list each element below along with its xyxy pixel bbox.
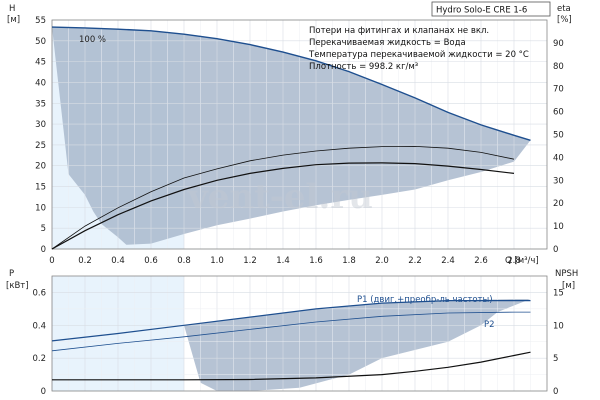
- left-tick-label: 45: [35, 58, 46, 68]
- series-line-1: [51, 311, 531, 352]
- left-tick-label: 35: [35, 99, 46, 109]
- x-tick-label: 0: [49, 256, 54, 266]
- x-tick-label: 1.0: [210, 256, 224, 266]
- curve-label-100: 100 %: [79, 35, 106, 45]
- right-tick-label: 10: [553, 222, 564, 232]
- x-tick-label: 1.2: [243, 256, 257, 266]
- right-axis-label-npsh: NPSH: [555, 269, 578, 279]
- series-line-1: [51, 145, 515, 250]
- right-tick-label: 40: [553, 153, 564, 163]
- left-axis-label-p: P: [9, 269, 14, 279]
- operating-area: [184, 299, 531, 391]
- left-tick-label: 55: [35, 16, 46, 26]
- right-tick-label: 10: [553, 321, 564, 331]
- series-line-0: [51, 26, 531, 141]
- left-tick-label: 0.2: [32, 354, 46, 364]
- x-tick-label: 2.4: [441, 256, 455, 266]
- x-tick-label: 2.6: [474, 256, 488, 266]
- note-temperature: Температура перекачиваемой жидкости = 20…: [308, 50, 529, 60]
- operating-area: [52, 27, 531, 245]
- left-tick-label: 10: [35, 203, 46, 213]
- title-box: [431, 1, 551, 17]
- left-tick-label: 5: [41, 224, 46, 234]
- note-losses: Потери на фитингах и клапанах не вкл.: [309, 26, 489, 36]
- left-tick-label: 0.6: [32, 288, 46, 298]
- x-tick-label: 0.6: [144, 256, 158, 266]
- right-tick-label: 60: [553, 108, 564, 118]
- left-tick-label: 25: [35, 141, 46, 151]
- left-tick-label: 0: [41, 245, 46, 255]
- right-axis-unit-eta: [%]: [557, 15, 572, 25]
- x-tick-label: 2.0: [375, 256, 389, 266]
- right-tick-label: 90: [553, 39, 564, 49]
- chart-title: Hydro Solo-E CRE 1-6: [436, 6, 527, 16]
- right-tick-label: 5: [553, 354, 558, 364]
- note-density: Плотность = 998.2 кг/м³: [309, 62, 418, 72]
- left-tick-label: 40: [35, 78, 46, 88]
- right-tick-label: 50: [553, 131, 564, 141]
- left-tick-label: 0.4: [32, 321, 46, 331]
- x-tick-label: 2.8: [507, 256, 521, 266]
- series-line-2: [51, 162, 515, 250]
- x-tick-label: 0.4: [111, 256, 125, 266]
- x-tick-label: 0.8: [177, 256, 191, 266]
- right-tick-label: 70: [553, 85, 564, 95]
- right-axis-unit-npsh: [м]: [562, 281, 575, 291]
- right-tick-label: 0: [553, 387, 558, 397]
- left-tick-label: 15: [35, 183, 46, 193]
- left-axis-unit-p: [кВт]: [6, 281, 29, 291]
- series-label-p1: P1 (двиг.+преобр-ль частоты): [357, 295, 493, 305]
- note-liquid: Перекачиваемая жидкость = Вода: [309, 38, 466, 48]
- series-line-0: [51, 300, 531, 342]
- plot-frame: [51, 19, 548, 250]
- series-label-p2: P2: [484, 320, 495, 330]
- x-tick-label: 1.8: [342, 256, 356, 266]
- x-axis-label-q: Q [м³/ч]: [505, 256, 539, 266]
- left-axis-unit-h: [м]: [7, 15, 20, 25]
- right-tick-label: 80: [553, 62, 564, 72]
- left-tick-label: 50: [35, 37, 46, 47]
- left-tick-label: 30: [35, 120, 46, 130]
- x-tick-label: 2.2: [408, 256, 422, 266]
- right-tick-label: 20: [553, 199, 564, 209]
- series-line-2: [52, 351, 531, 381]
- right-tick-label: 0: [553, 245, 558, 255]
- x-tick-label: 0.2: [78, 256, 92, 266]
- plot-frame: [51, 275, 548, 392]
- power-npsh-panel: 0 0.2 0.4 0.6 0 5 10 15: [32, 275, 564, 397]
- right-tick-label: 15: [553, 288, 564, 298]
- right-axis-label-eta: eta: [557, 4, 571, 14]
- left-tick-label: 0: [41, 387, 46, 397]
- left-tick-label: 20: [35, 162, 46, 172]
- right-tick-label: 30: [553, 176, 564, 186]
- head-efficiency-panel: 0 5 10 15 20 25 30 35 40 45 50 55 0 10 20 30 40 50 60 70 80 9…: [35, 16, 564, 266]
- left-axis-label-h: H: [9, 4, 15, 14]
- watermark: vent-el.ru: [187, 177, 373, 217]
- x-tick-label: 1.4: [276, 256, 290, 266]
- x-tick-label: 1.6: [309, 256, 323, 266]
